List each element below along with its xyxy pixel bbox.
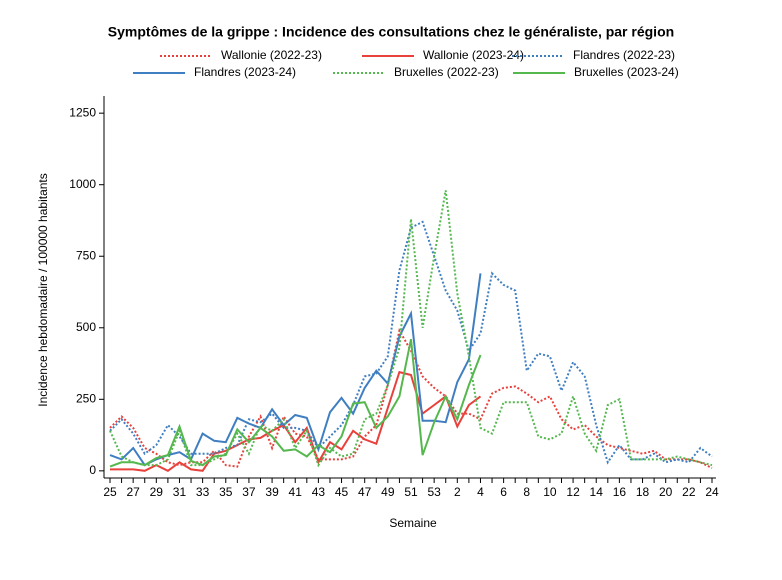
legend-label: Bruxelles (2023-24) — [574, 65, 679, 79]
x-tick-label: 31 — [173, 485, 187, 499]
x-tick-label: 6 — [500, 485, 507, 499]
y-axis-label: Incidence hebdomadaire / 100000 habitant… — [36, 173, 50, 407]
x-tick-label: 8 — [523, 485, 530, 499]
series-line — [109, 190, 713, 468]
y-tick-label: 750 — [76, 248, 96, 262]
x-tick-label: 18 — [636, 485, 650, 499]
x-tick-label: 39 — [265, 485, 279, 499]
series-line — [109, 339, 482, 468]
x-tick-label: 53 — [427, 485, 441, 499]
series-line — [109, 273, 482, 467]
legend-label: Flandres (2023-24) — [194, 65, 296, 79]
x-axis-label: Semaine — [389, 516, 437, 530]
x-tick-label: 24 — [705, 485, 719, 499]
y-tick-label: 1000 — [69, 177, 96, 191]
x-tick-label: 2 — [454, 485, 461, 499]
legend-label: Bruxelles (2022-23) — [394, 65, 499, 79]
x-tick-label: 37 — [242, 485, 256, 499]
x-tick-label: 33 — [196, 485, 210, 499]
x-tick-label: 43 — [312, 485, 326, 499]
x-tick-label: 35 — [219, 485, 233, 499]
legend-label: Flandres (2022-23) — [573, 48, 675, 62]
x-tick-label: 27 — [126, 485, 140, 499]
x-tick-label: 25 — [103, 485, 117, 499]
x-tick-label: 47 — [358, 485, 372, 499]
x-tick-label: 51 — [404, 485, 418, 499]
y-tick-label: 500 — [76, 320, 96, 334]
y-tick-label: 0 — [89, 463, 96, 477]
x-tick-label: 4 — [477, 485, 484, 499]
x-tick-label: 22 — [682, 485, 696, 499]
x-tick-label: 29 — [150, 485, 164, 499]
legend-label: Wallonie (2022-23) — [221, 48, 322, 62]
x-tick-label: 12 — [566, 485, 580, 499]
legend-label: Wallonie (2023-24) — [423, 48, 524, 62]
chart-title: Symptômes de la grippe : Incidence des c… — [108, 24, 674, 40]
x-tick-label: 10 — [543, 485, 557, 499]
x-tick-label: 20 — [659, 485, 673, 499]
series-line — [110, 370, 482, 472]
y-tick-label: 1250 — [69, 105, 96, 119]
x-tick-label: 49 — [381, 485, 395, 499]
y-tick-label: 250 — [76, 391, 96, 405]
x-tick-label: 45 — [335, 485, 349, 499]
series-line — [109, 327, 713, 469]
x-tick-label: 16 — [613, 485, 627, 499]
x-tick-label: 14 — [590, 485, 604, 499]
x-tick-label: 41 — [289, 485, 303, 499]
